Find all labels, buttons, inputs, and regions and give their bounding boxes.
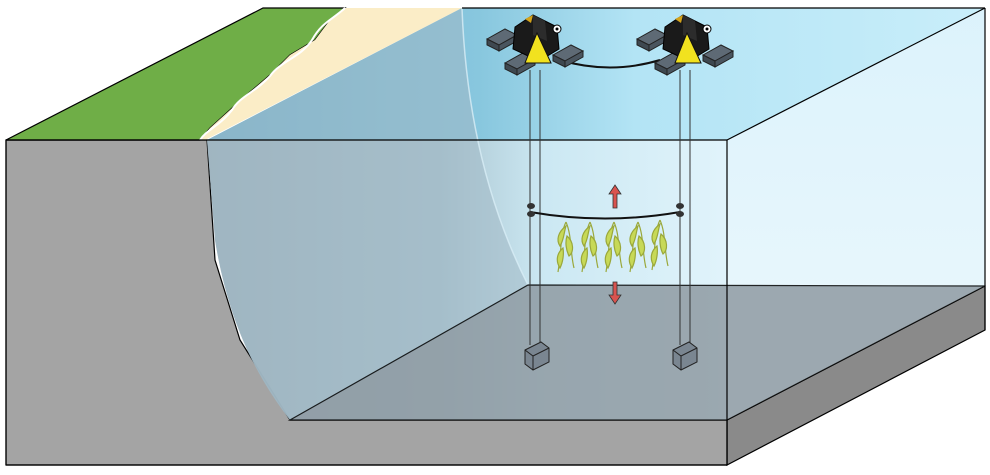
up-arrow-icon: [608, 184, 622, 209]
anchor-block-right: [672, 341, 698, 371]
box-outline: [5, 7, 986, 466]
buoy-platform-right: [635, 14, 735, 76]
line-float-left: [527, 203, 535, 217]
down-arrow-icon: [608, 281, 622, 305]
growth-line: [529, 211, 681, 220]
seaweed-icon: [556, 219, 669, 273]
mooring-lines: [529, 70, 691, 345]
line-float-right: [676, 203, 684, 217]
buoy-platform-left: [485, 14, 585, 76]
beach-sand: [200, 8, 462, 140]
anchor-block-left: [524, 341, 550, 371]
underwater-slope: [207, 8, 528, 420]
